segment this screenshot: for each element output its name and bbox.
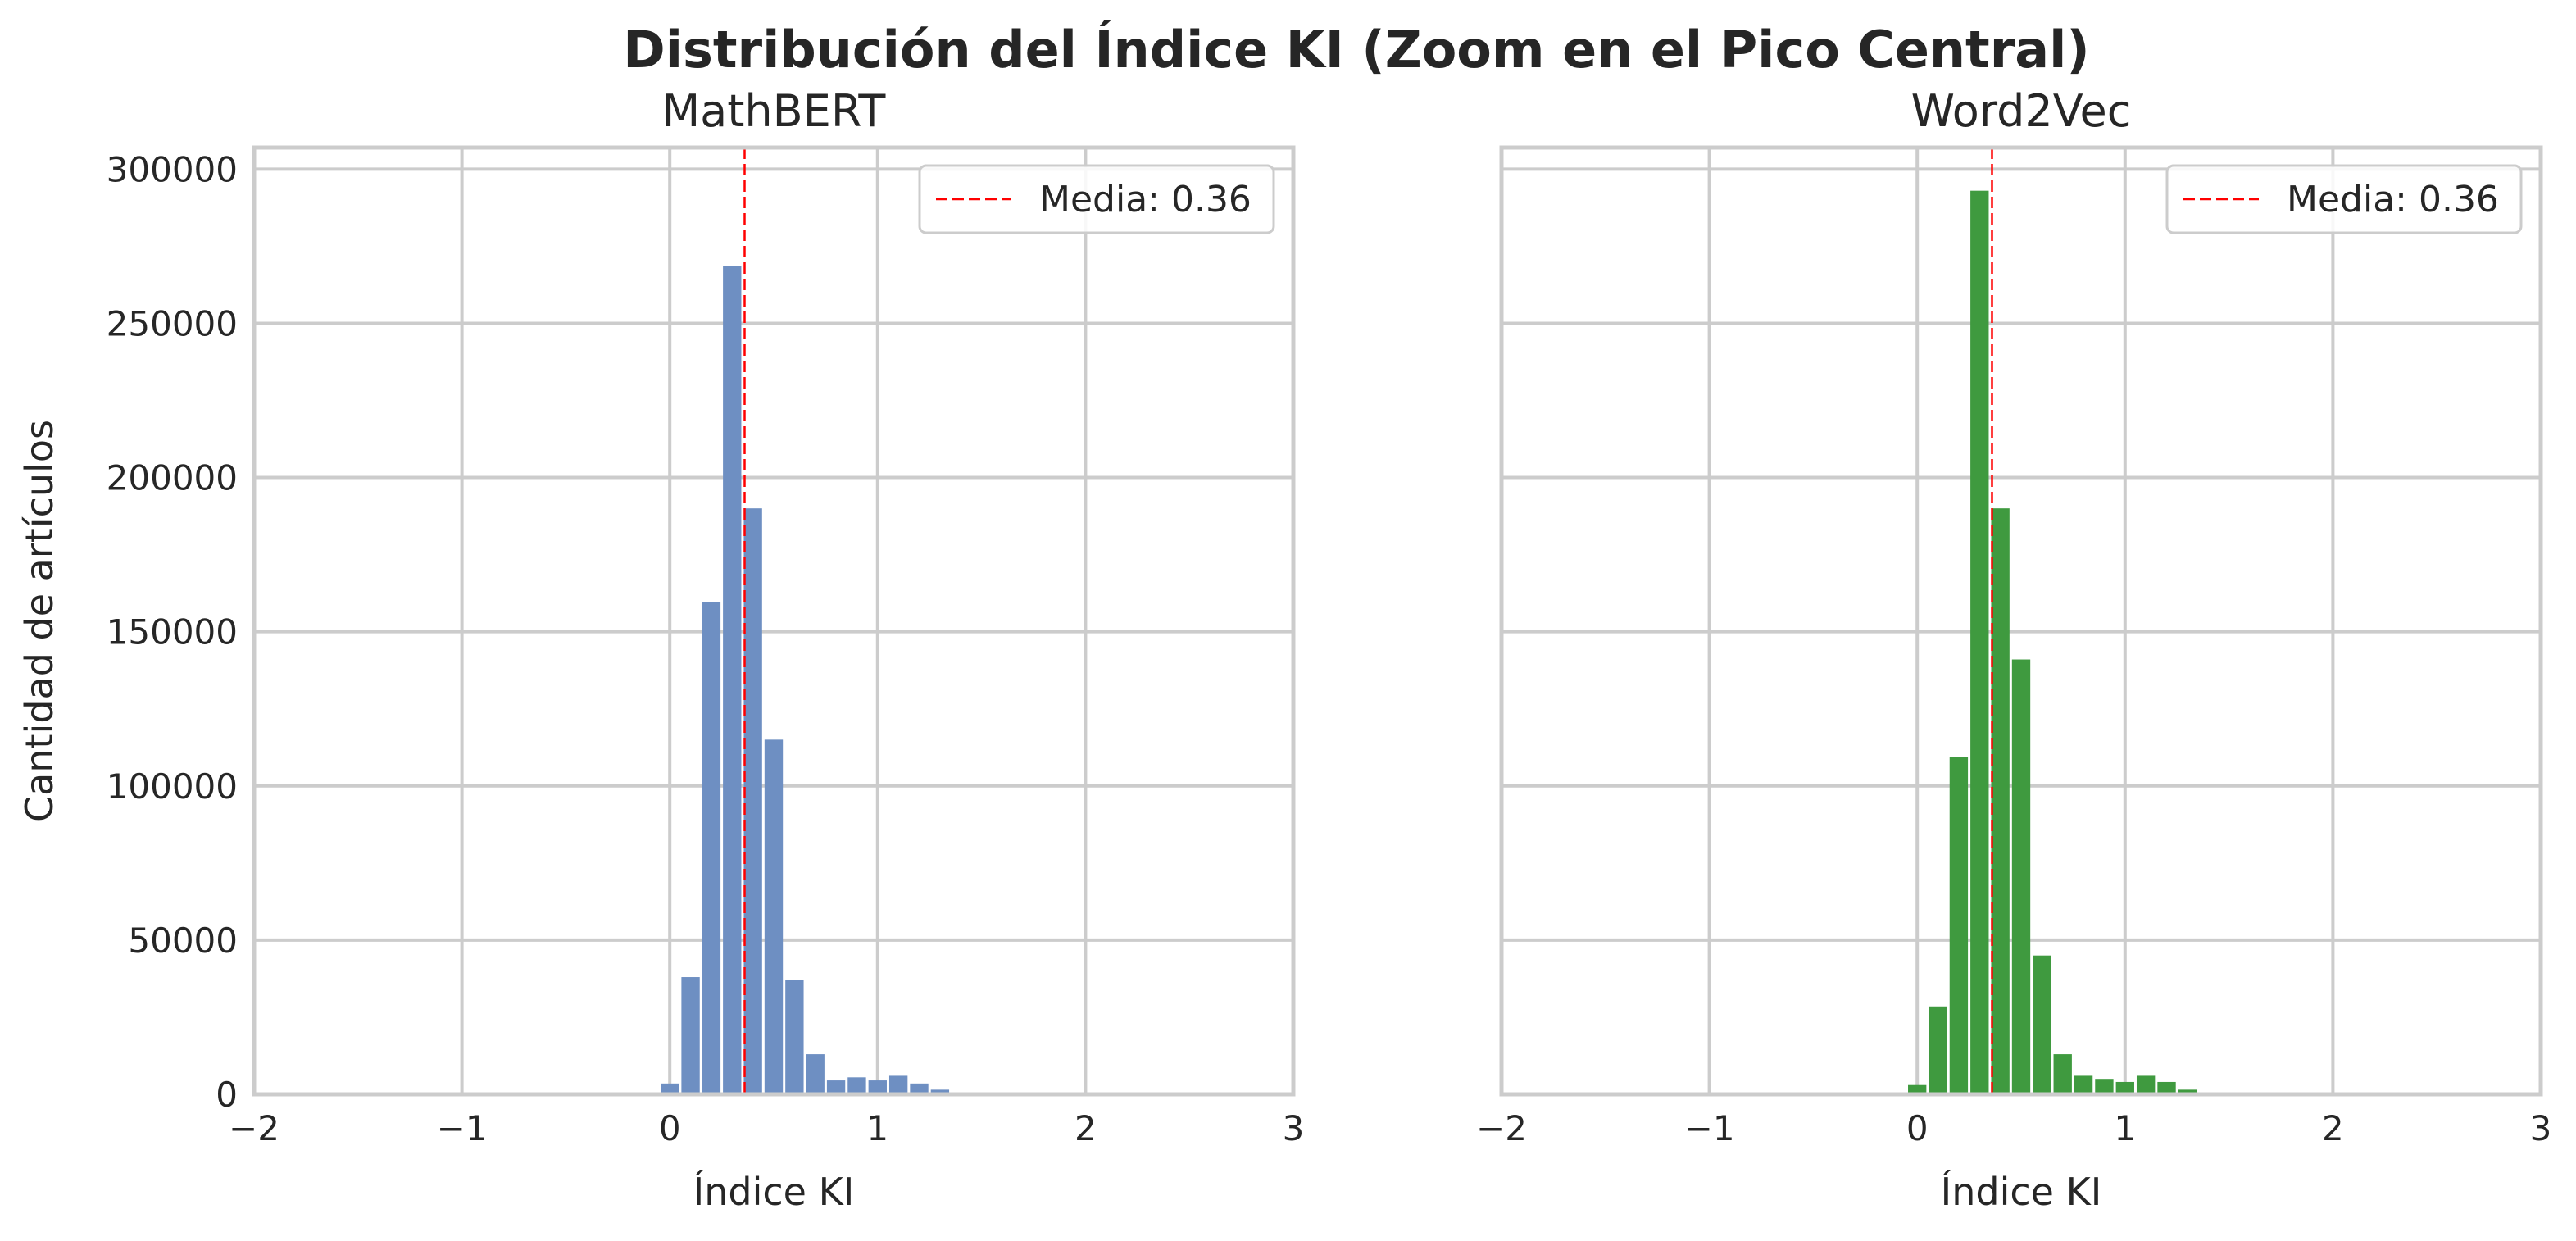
x-tick-label: −2	[229, 1108, 279, 1148]
histogram-bar	[888, 1075, 908, 1094]
histogram-bar	[868, 1080, 887, 1094]
subplot-title: Word2Vec	[1911, 85, 2132, 137]
axes-frame	[252, 145, 1296, 1097]
y-axis-label: Cantidad de artículos	[17, 420, 61, 822]
x-tick-label: −2	[1476, 1108, 1527, 1148]
x-tick-label: 3	[1283, 1108, 1305, 1148]
histogram-bar	[2178, 1089, 2197, 1094]
subplot-title: MathBERT	[662, 85, 887, 137]
histogram-bar	[847, 1077, 866, 1094]
histogram-bar	[2053, 1054, 2072, 1094]
histogram-bar	[2074, 1075, 2093, 1094]
x-tick-label: 2	[2322, 1108, 2344, 1148]
histogram-bar	[806, 1054, 825, 1094]
x-tick-label: 2	[1074, 1108, 1097, 1148]
histogram-bar	[681, 977, 700, 1094]
histogram-bar	[910, 1083, 929, 1094]
x-axis-label: Índice KI	[1941, 1170, 2102, 1214]
x-tick-label: 1	[866, 1108, 888, 1148]
histogram-bar	[723, 266, 742, 1094]
x-tick-label: 0	[1906, 1108, 1929, 1148]
histogram-bar	[1908, 1084, 1927, 1094]
histogram-bar	[1991, 508, 2010, 1094]
x-tick-label: −1	[1684, 1108, 1735, 1148]
y-tick-label: 100000	[107, 766, 238, 807]
histogram-bar	[1929, 1006, 1947, 1094]
y-tick-label: 0	[216, 1075, 238, 1115]
axes-frame	[1499, 145, 2543, 1097]
histogram-bar	[1970, 190, 1989, 1094]
histogram-bar	[2115, 1081, 2134, 1094]
histogram-bar	[826, 1080, 846, 1094]
legend-label: Media: 0.36	[2287, 179, 2499, 220]
legend-label: Media: 0.36	[1039, 179, 1252, 220]
histogram-bar	[2095, 1079, 2114, 1094]
histogram-bar	[661, 1083, 679, 1094]
y-tick-label: 150000	[107, 612, 238, 652]
y-tick-label: 300000	[107, 149, 238, 189]
figure-title: Distribución del Índice KI (Zoom en el P…	[623, 20, 2089, 80]
histogram-bar	[702, 602, 721, 1094]
histogram-bar	[785, 980, 804, 1094]
y-tick-label: 50000	[128, 921, 238, 961]
legend-box	[918, 164, 1275, 234]
legend: Media: 0.36	[2165, 164, 2523, 234]
histogram-bar	[1949, 757, 1969, 1094]
panel-word2vec: −2 −1 0 1 2 3 Word2Vec Índice KI Media: 0.36	[1476, 85, 2551, 1214]
histogram-bar	[930, 1089, 950, 1094]
y-tick-label: 250000	[107, 303, 238, 343]
histogram-bar	[2136, 1075, 2156, 1094]
legend: Media: 0.36	[918, 164, 1275, 234]
histogram-bar	[2011, 659, 2031, 1094]
x-tick-label: −1	[437, 1108, 488, 1148]
histogram-bar	[2157, 1081, 2176, 1094]
histogram-bar	[743, 508, 762, 1094]
x-tick-label: 3	[2530, 1108, 2552, 1148]
y-tick-label: 200000	[107, 458, 238, 498]
x-tick-label: 0	[659, 1108, 681, 1148]
x-tick-label: 1	[2114, 1108, 2136, 1148]
legend-box	[2165, 164, 2523, 234]
panel-mathbert: −2 −1 0 1 2 3 0 50000 100000 150000 200000 250000 30…	[17, 85, 1304, 1214]
x-axis-label: Índice KI	[693, 1170, 855, 1214]
histogram-bar	[2033, 955, 2051, 1094]
histogram-bar	[764, 739, 784, 1094]
